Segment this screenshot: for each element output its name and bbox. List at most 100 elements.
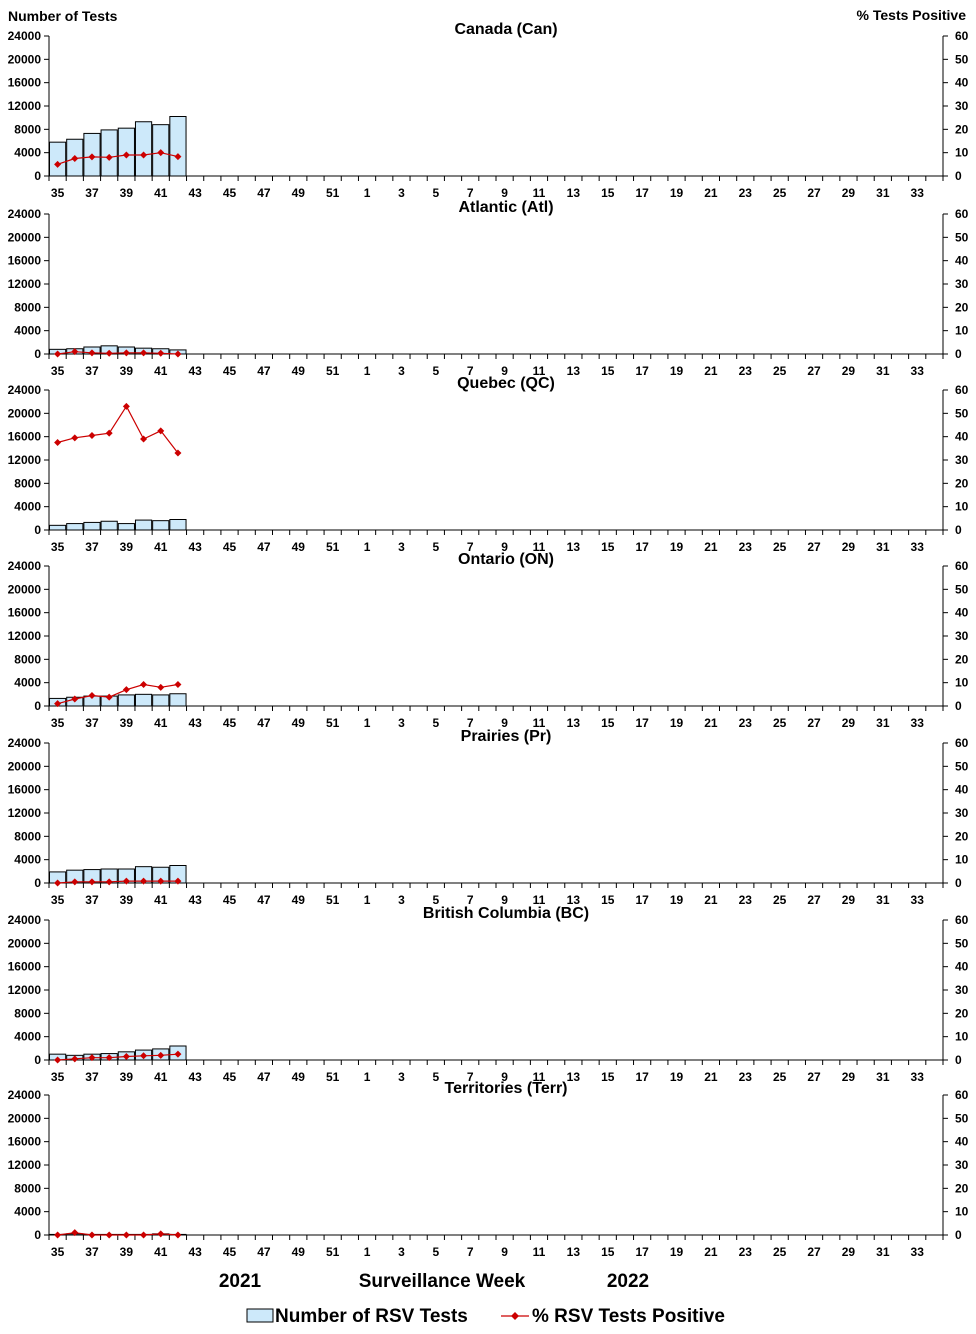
x-tick-label: 35 (51, 364, 65, 378)
y-left-tick-label: 24000 (8, 913, 42, 927)
x-tick-label: 23 (739, 893, 753, 907)
x-tick-label: 21 (704, 186, 718, 200)
y-right-tick-label: 40 (955, 254, 969, 268)
positivity-point-week-35 (54, 439, 62, 446)
x-tick-label: 31 (876, 716, 890, 730)
x-tick-label: 41 (154, 540, 168, 554)
x-tick-label: 11 (533, 364, 546, 378)
x-tick-label: 17 (635, 893, 649, 907)
x-tick-label: 19 (670, 1070, 684, 1084)
x-tick-label: 29 (842, 893, 856, 907)
y-right-tick-label: 0 (955, 1228, 962, 1242)
positivity-point-week-36 (71, 1055, 79, 1063)
x-tick-label: 21 (704, 716, 718, 730)
y-right-tick-label: 20 (955, 652, 969, 666)
y-left-tick-label: 20000 (8, 52, 42, 66)
y-right-tick-label: 0 (955, 1053, 962, 1067)
x-tick-label: 15 (601, 540, 615, 554)
x-tick-label: 35 (51, 186, 65, 200)
x-tick-label: 33 (911, 716, 925, 730)
y-left-tick-label: 0 (34, 347, 41, 361)
x-tick-label: 27 (807, 716, 821, 730)
panel-title: Canada (Can) (454, 21, 557, 38)
bar-week-42 (169, 693, 187, 707)
bar-week-41 (152, 694, 170, 707)
positivity-point-week-38 (105, 693, 113, 701)
x-tick-label: 49 (292, 1070, 306, 1084)
y-right-tick-label: 50 (955, 52, 969, 66)
y-right-tick-label: 10 (955, 1030, 969, 1044)
y-left-tick-label: 8000 (14, 1181, 41, 1195)
positivity-point-week-37 (88, 1054, 96, 1062)
y-left-tick-label: 4000 (14, 1205, 41, 1219)
positivity-point-week-42 (174, 350, 182, 358)
x-tick-label: 11 (533, 1070, 546, 1084)
x-tick-label: 1 (364, 364, 371, 378)
bar-week-36 (66, 523, 84, 531)
x-axis-title: Surveillance Week (359, 1271, 526, 1292)
right-axis-title: % Tests Positive (857, 7, 967, 23)
x-tick-label: 23 (739, 716, 753, 730)
x-tick-label: 33 (911, 186, 925, 200)
panel-title: British Columbia (BC) (423, 905, 589, 922)
x-tick-label: 31 (876, 893, 890, 907)
positivity-point-week-39 (122, 151, 130, 159)
x-tick-label: 9 (501, 893, 508, 907)
year-2022-label: 2022 (607, 1271, 649, 1292)
panel-title: Prairies (Pr) (461, 728, 552, 745)
x-tick-label: 9 (501, 364, 508, 378)
x-tick-label: 11 (533, 893, 546, 907)
panel-territories-terr: Territories (Terr)0400080001200016000200… (8, 1080, 969, 1259)
y-left-tick-label: 8000 (14, 1006, 41, 1020)
y-right-tick-label: 0 (955, 699, 962, 713)
positivity-point-week-36 (71, 348, 79, 356)
x-tick-label: 47 (257, 1070, 271, 1084)
y-left-tick-label: 16000 (8, 960, 42, 974)
y-left-tick-label: 0 (34, 169, 41, 183)
bar-week-39 (117, 694, 135, 707)
y-right-tick-label: 50 (955, 936, 969, 950)
positivity-point-week-41 (157, 349, 165, 357)
x-tick-label: 49 (292, 364, 306, 378)
x-tick-label: 51 (326, 893, 340, 907)
x-tick-label: 9 (501, 716, 508, 730)
x-tick-label: 45 (223, 1070, 237, 1084)
y-left-tick-label: 24000 (8, 29, 42, 43)
x-tick-label: 13 (567, 1245, 581, 1259)
x-tick-label: 29 (842, 716, 856, 730)
positivity-point-week-36 (71, 695, 79, 703)
x-tick-label: 11 (533, 186, 546, 200)
x-tick-label: 29 (842, 1070, 856, 1084)
positivity-point-week-37 (88, 432, 96, 439)
x-tick-label: 35 (51, 1245, 65, 1259)
chart-panels: Canada (Can)0400080001200016000200002400… (8, 21, 969, 1259)
y-right-tick-label: 0 (955, 876, 962, 890)
x-tick-label: 17 (635, 186, 649, 200)
x-tick-label: 35 (51, 540, 65, 554)
panel-canada-can: Canada (Can) 0 4000 8000 12000 16000 20000 2400… (8, 21, 969, 200)
panel-quebec-qc: Quebec (QC) 0 4000 8000 12000 16000 20000 24000… (8, 375, 969, 554)
x-tick-label: 45 (223, 186, 237, 200)
x-tick-label: 11 (533, 716, 546, 730)
positivity-point-week-42 (174, 681, 182, 689)
x-tick-label: 41 (154, 1070, 168, 1084)
x-tick-label: 25 (773, 893, 787, 907)
x-tick-label: 7 (467, 893, 474, 907)
x-tick-label: 9 (501, 1070, 508, 1084)
x-tick-label: 37 (85, 716, 99, 730)
y-right-tick-label: 10 (955, 1205, 969, 1219)
x-tick-label: 47 (257, 540, 271, 554)
x-tick-label: 21 (704, 1070, 718, 1084)
panel-title: Atlantic (Atl) (458, 199, 553, 216)
x-tick-label: 43 (188, 716, 202, 730)
x-tick-label: 27 (807, 540, 821, 554)
y-right-tick-label: 60 (955, 736, 969, 750)
y-right-tick-label: 50 (955, 406, 969, 420)
x-tick-label: 7 (467, 1070, 474, 1084)
positivity-point-week-38 (105, 878, 113, 886)
x-tick-label: 1 (364, 1245, 371, 1259)
x-tick-label: 41 (154, 716, 168, 730)
x-tick-label: 15 (601, 893, 615, 907)
x-tick-label: 43 (188, 893, 202, 907)
legend: Number of RSV Tests % RSV Tests Positive (246, 1306, 725, 1327)
